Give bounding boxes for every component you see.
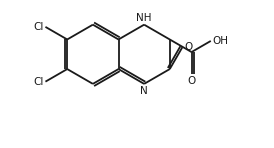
- Text: OH: OH: [212, 36, 228, 46]
- Text: N: N: [140, 86, 148, 96]
- Text: Cl: Cl: [33, 22, 44, 32]
- Text: O: O: [184, 42, 192, 52]
- Text: O: O: [187, 76, 196, 86]
- Text: Cl: Cl: [33, 77, 44, 87]
- Text: NH: NH: [136, 13, 152, 23]
